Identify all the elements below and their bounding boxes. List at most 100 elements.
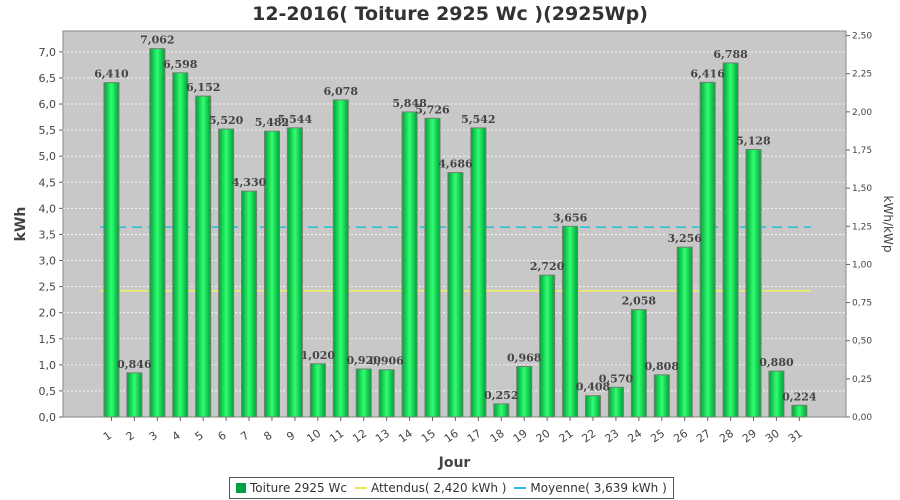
x-tick-label: 16	[442, 427, 461, 446]
x-tick-label: 12	[350, 427, 369, 446]
bar-value-label: 7,062	[140, 34, 174, 47]
bar-value-label: 2,058	[622, 295, 657, 308]
x-tick-label: 22	[580, 427, 599, 446]
bar	[607, 386, 624, 418]
bar-value-label: 4,686	[438, 158, 473, 171]
y-tick-label: 0,5	[39, 385, 57, 398]
x-axis-title: Jour	[438, 455, 471, 471]
bar-value-label: 0,408	[576, 381, 611, 394]
y-tick-label: 4,0	[39, 202, 57, 215]
x-tick-label: 3	[147, 429, 160, 444]
y-right-tick-label: 2,25	[852, 70, 872, 80]
x-tick-label: 9	[284, 429, 297, 444]
y-tick-label: 3,5	[39, 228, 57, 241]
y-tick-label: 5,0	[39, 150, 57, 163]
bar-value-label: 5,848	[392, 97, 427, 110]
bar	[309, 363, 326, 418]
bar-value-label: 6,152	[186, 81, 220, 94]
y-tick-label: 6,0	[39, 98, 57, 111]
bar	[355, 368, 372, 418]
y-right-tick-label: 0,50	[852, 337, 872, 347]
x-axis: 1 2 3 4 5 6 7 8 9 10 11 12 13 14 15 16 17 18 19 20 21 22 23 24 2…	[101, 417, 805, 445]
bar	[126, 372, 143, 418]
value-labels: 6,410 0,846 7,062 6,598 6,152 5,520 4,330 5,482…	[94, 34, 817, 404]
bar	[263, 130, 280, 418]
bar	[493, 403, 510, 418]
x-tick-label: 18	[488, 427, 507, 446]
bar	[791, 404, 808, 418]
bar-value-label: 5,128	[736, 135, 771, 148]
bar-value-label: 0,968	[507, 352, 542, 365]
y-tick-label: 4,5	[39, 176, 57, 189]
bar-value-label: 4,330	[232, 176, 267, 189]
bar-value-label: 0,252	[484, 389, 518, 402]
y-axis-left: 0,0 0,5 1,0 1,5 2,0 2,5 3,0 3,5 4,0 4,5 5,0 5,5 6,0 6…	[39, 46, 63, 424]
x-tick-label: 24	[625, 427, 644, 446]
x-tick-label: 17	[465, 427, 484, 446]
bar-value-label: 0,570	[599, 372, 634, 385]
bar	[722, 62, 739, 418]
x-tick-label: 21	[557, 427, 576, 446]
y-right-tick-label: 1,25	[852, 222, 872, 232]
bar	[332, 99, 349, 418]
x-tick-label: 28	[717, 427, 736, 446]
x-tick-label: 14	[396, 427, 415, 446]
legend-label-production: Toiture 2925 Wc	[250, 481, 347, 495]
bar	[218, 128, 235, 418]
bar	[378, 369, 395, 418]
bar-value-label: 5,520	[209, 114, 244, 127]
bar	[401, 111, 418, 418]
legend-item-production: Toiture 2925 Wc	[236, 481, 347, 495]
y-tick-label: 2,0	[39, 307, 57, 320]
y-tick-label: 0,0	[39, 411, 57, 424]
x-tick-label: 31	[786, 427, 805, 446]
bar-value-label: 6,410	[94, 68, 129, 81]
legend-item-average: Moyenne( 3,639 kWh )	[514, 481, 667, 495]
bar	[241, 190, 258, 418]
bar-value-label: 5,726	[415, 103, 450, 116]
y-right-tick-label: 0,25	[852, 375, 872, 385]
x-tick-label: 13	[373, 427, 392, 446]
x-tick-label: 27	[694, 427, 713, 446]
bar-value-label: 6,598	[163, 58, 198, 71]
legend-label-expected: Attendus( 2,420 kWh )	[370, 481, 507, 495]
x-tick-label: 19	[511, 427, 530, 446]
legend: Toiture 2925 Wc Attendus( 2,420 kWh ) Mo…	[229, 477, 674, 499]
bar-value-label: 2,720	[530, 260, 565, 273]
bar	[149, 48, 166, 418]
legend-swatch-average	[514, 487, 527, 489]
bar	[447, 172, 464, 418]
x-tick-label: 30	[763, 427, 782, 446]
bar-value-label: 0,880	[759, 356, 794, 369]
bar-value-label: 5,482	[255, 116, 289, 129]
bar-value-label: 0,808	[645, 360, 680, 373]
legend-label-average: Moyenne( 3,639 kWh )	[530, 481, 667, 495]
x-tick-label: 7	[238, 429, 251, 444]
bar-value-label: 1,020	[301, 349, 336, 362]
bar	[745, 149, 762, 418]
bar-value-label: 5,542	[461, 113, 495, 126]
y-right-tick-label: 2,00	[852, 108, 872, 118]
y-tick-label: 3,0	[39, 255, 57, 268]
bar-value-label: 0,906	[369, 355, 404, 368]
x-tick-label: 2	[124, 429, 137, 444]
y-right-tick-label: 1,50	[852, 184, 872, 194]
x-tick-label: 4	[170, 429, 183, 444]
y-tick-label: 2,5	[39, 281, 57, 294]
bars	[103, 48, 808, 418]
bar-value-label: 0,846	[117, 358, 152, 371]
bar	[470, 127, 487, 418]
x-tick-label: 29	[740, 427, 759, 446]
bar	[172, 72, 189, 418]
bar-value-label: 3,656	[553, 211, 588, 224]
x-tick-label: 23	[602, 427, 621, 446]
bar	[584, 395, 601, 418]
bar-value-label: 3,256	[667, 232, 702, 245]
y-axis-right-title: kWh/kWp	[881, 196, 895, 253]
bar-value-label: 6,416	[690, 67, 725, 80]
x-tick-label: 25	[648, 427, 667, 446]
y-tick-label: 5,5	[39, 124, 57, 137]
legend-swatch-production	[236, 483, 246, 493]
x-tick-label: 1	[101, 429, 114, 444]
